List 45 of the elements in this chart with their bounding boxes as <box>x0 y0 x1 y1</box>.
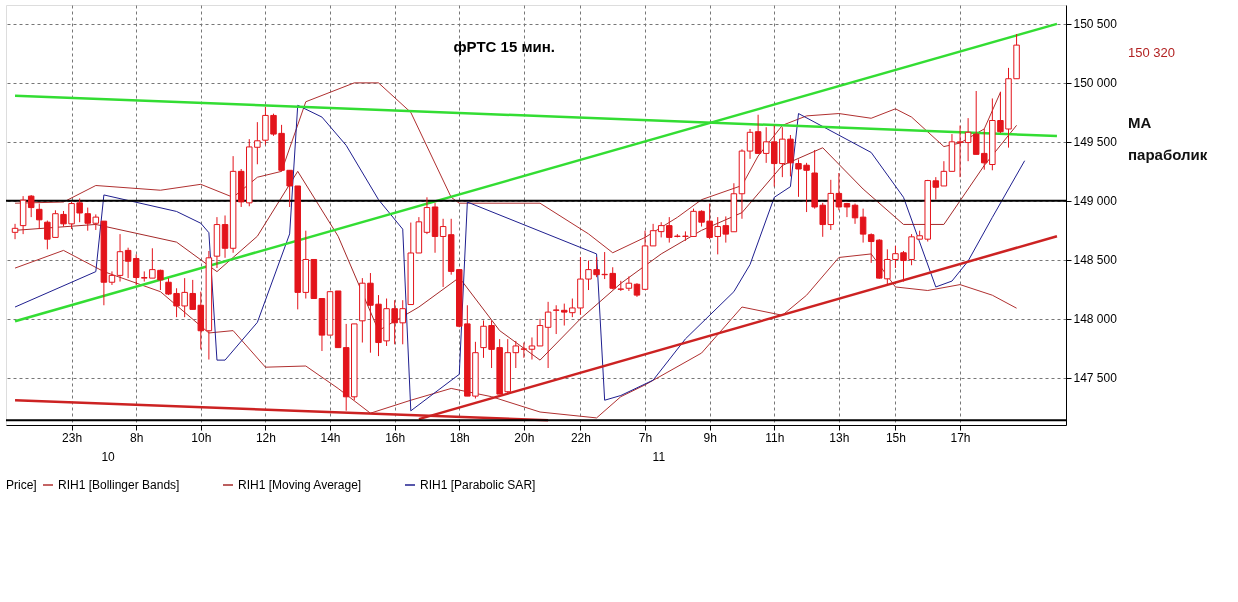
x-tick-label: 7h <box>638 430 653 445</box>
y-tick-label: 149 500 <box>1073 135 1118 150</box>
candlestick <box>221 214 229 259</box>
legend-label: RIH1 [Moving Average] <box>238 478 362 492</box>
x-tick-label: 16h <box>385 430 406 445</box>
x-tick-label: 11h <box>765 430 785 445</box>
candlestick <box>956 125 964 178</box>
y-tick-label: 148 000 <box>1073 312 1118 327</box>
candlestick <box>36 203 43 230</box>
y-tick-label: 147 500 <box>1073 371 1118 386</box>
candlestick <box>528 336 536 361</box>
y-tick-label: 149 000 <box>1073 194 1118 209</box>
candlestick <box>116 233 124 283</box>
candlestick <box>544 301 552 369</box>
candlestick <box>536 318 544 347</box>
y-tick-label: 148 500 <box>1073 253 1118 268</box>
x-tick-label: 15h <box>885 430 906 445</box>
candlestick <box>11 223 19 240</box>
candlestick <box>843 202 851 218</box>
x-tick-label: 13h <box>829 430 850 445</box>
x-tick-label: 22h <box>570 430 591 445</box>
legend-label: RIH1 [Bollinger Bands] <box>58 478 180 492</box>
y-tick-label: 150 500 <box>1073 17 1118 32</box>
x-tick-label: 14h <box>320 430 341 445</box>
x-tick-label: 23h <box>62 430 83 445</box>
line-series <box>14 249 1018 419</box>
text: 150 320 <box>1128 45 1175 60</box>
x-tick-label: 20h <box>514 430 535 445</box>
legend-label: RIH1 [Parabolic SAR] <box>420 478 536 492</box>
text: MA <box>1128 114 1152 131</box>
y-tick-label: 150 000 <box>1073 76 1118 91</box>
x-tick-label: 10h <box>191 430 212 445</box>
line-series <box>14 104 1026 412</box>
x-tick-label: 17h <box>950 430 971 445</box>
x-tick-label: 18h <box>449 430 470 445</box>
text: фРТС 15 мин. <box>453 38 555 55</box>
x-tick-label: 12h <box>255 430 276 445</box>
text: 11 <box>652 450 666 464</box>
x-tick-label: 9h <box>703 430 717 445</box>
candlestick <box>746 128 754 160</box>
legend-title: Price] <box>6 478 37 492</box>
x-tick-label: 8h <box>130 430 144 445</box>
text: 10 <box>101 450 116 464</box>
line-series <box>14 82 1001 254</box>
text: параболик <box>1128 146 1208 163</box>
